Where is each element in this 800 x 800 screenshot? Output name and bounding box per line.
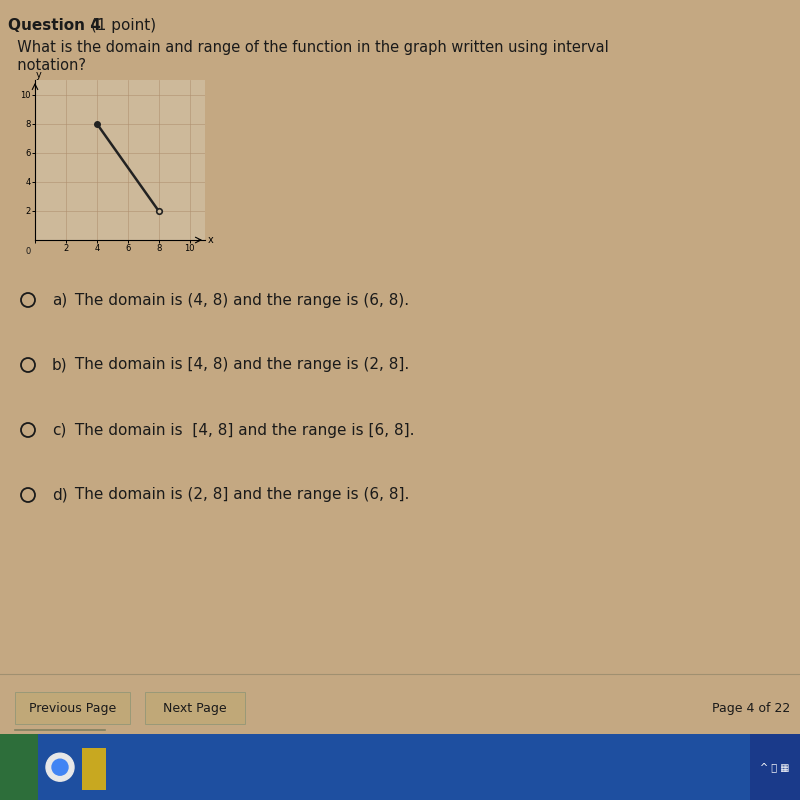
Text: The domain is (2, 8] and the range is (6, 8].: The domain is (2, 8] and the range is (6… xyxy=(70,487,410,502)
Text: x: x xyxy=(208,235,214,245)
Text: ^ ⬛ ▦: ^ ⬛ ▦ xyxy=(760,762,790,772)
Text: Previous Page: Previous Page xyxy=(29,702,116,715)
Text: What is the domain and range of the function in the graph written using interval: What is the domain and range of the func… xyxy=(8,40,609,55)
Circle shape xyxy=(52,759,68,775)
Text: b): b) xyxy=(52,358,68,373)
Text: notation?: notation? xyxy=(8,58,86,73)
Text: a): a) xyxy=(52,293,67,307)
Text: Question 4: Question 4 xyxy=(8,18,101,33)
Text: 0: 0 xyxy=(25,247,30,256)
Text: The domain is  [4, 8] and the range is [6, 8].: The domain is [4, 8] and the range is [6… xyxy=(70,422,414,438)
Bar xyxy=(82,747,106,790)
Text: Next Page: Next Page xyxy=(163,702,227,715)
Text: (1 point): (1 point) xyxy=(86,18,156,33)
Bar xyxy=(0,734,800,800)
Text: Page 4 of 22: Page 4 of 22 xyxy=(712,702,790,715)
Text: d): d) xyxy=(52,487,68,502)
Bar xyxy=(15,692,130,725)
Bar xyxy=(0,674,800,734)
Text: c): c) xyxy=(52,422,66,438)
Bar xyxy=(0,734,38,800)
Text: y: y xyxy=(35,70,41,80)
Bar xyxy=(145,692,245,725)
Bar xyxy=(750,734,800,800)
Text: The domain is [4, 8) and the range is (2, 8].: The domain is [4, 8) and the range is (2… xyxy=(70,358,410,373)
Text: The domain is (4, 8) and the range is (6, 8).: The domain is (4, 8) and the range is (6… xyxy=(70,293,409,307)
Circle shape xyxy=(46,754,74,781)
